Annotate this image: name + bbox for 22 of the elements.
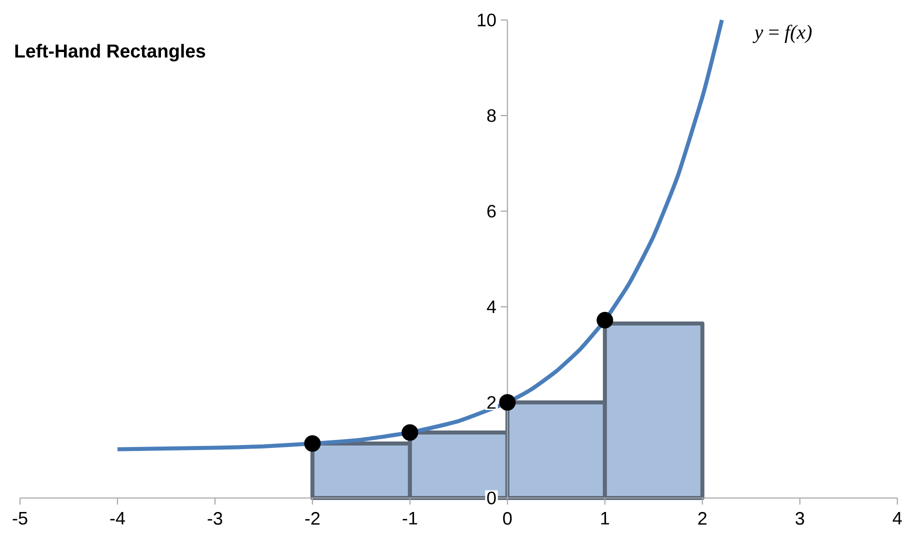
x-tick-label: -5	[12, 512, 28, 525]
point	[596, 312, 614, 328]
y-tick-label: 4	[486, 300, 496, 313]
x-tick-label: -1	[402, 512, 418, 524]
x-tick-label: -3	[208, 512, 222, 525]
annotation: y = f(x)	[752, 24, 812, 44]
x-tick-label: 0	[503, 512, 512, 525]
x-tick-label: -2	[305, 512, 320, 525]
x-tick-label: -4	[110, 512, 125, 524]
point	[402, 424, 418, 441]
y-tick-label: 6	[487, 204, 496, 218]
point	[304, 435, 321, 452]
x-tick-label: 4	[892, 512, 902, 524]
x-tick-label: 3	[796, 512, 804, 525]
text: Left-Hand Rectangles	[15, 44, 206, 62]
y-tick-label: 0	[487, 492, 496, 504]
x-tick-label: 1	[601, 512, 610, 524]
point	[499, 394, 516, 411]
y-tick-label: 2	[487, 396, 496, 409]
y-tick-label: 8	[487, 109, 496, 122]
y-tick-label: 10	[478, 14, 496, 26]
x-tick-label: 2	[698, 512, 706, 525]
